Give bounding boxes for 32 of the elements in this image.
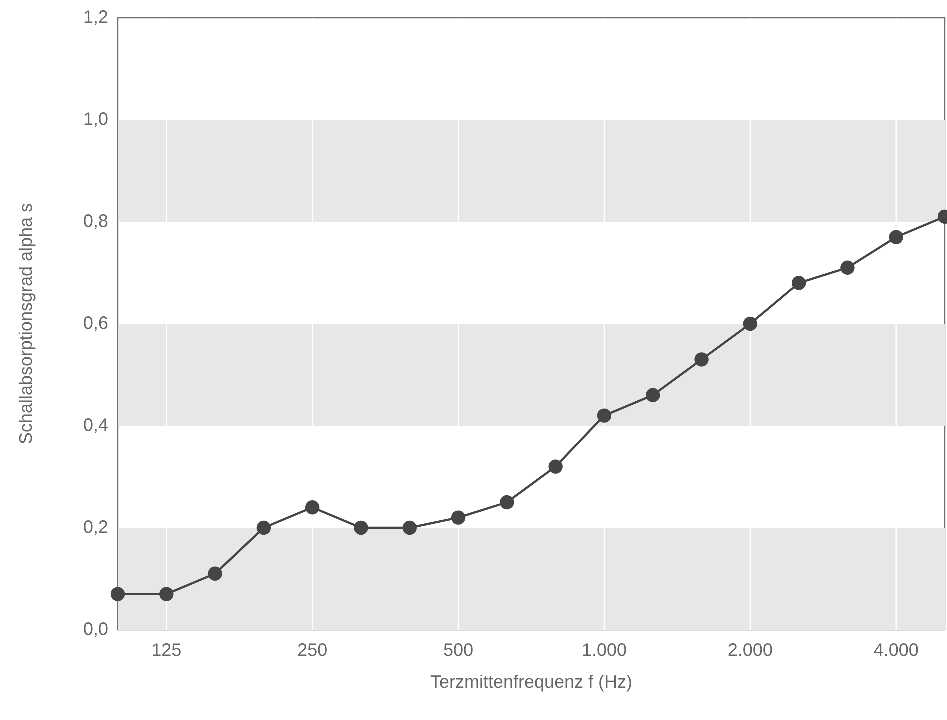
x-tick-label: 4.000 (874, 644, 918, 656)
x-tick-label: 500 (444, 644, 473, 656)
y-tick-label: 1,2 (84, 10, 108, 26)
x-tick-label: 250 (298, 644, 327, 656)
point (597, 408, 612, 423)
point (743, 316, 758, 332)
point (256, 520, 272, 536)
x-tick-label: 125 (152, 644, 181, 656)
point (889, 230, 904, 244)
y-tick-label: 0,2 (84, 520, 108, 536)
y-tick-label: 0,8 (84, 214, 108, 230)
point (451, 510, 466, 525)
y-tick-label: 0,0 (84, 622, 108, 638)
point (305, 500, 320, 515)
point (792, 276, 806, 290)
point (694, 352, 709, 367)
y-tick-label: 0,6 (84, 316, 108, 332)
point (500, 495, 514, 510)
point (548, 460, 563, 474)
y-tick-label: 1,0 (84, 112, 108, 128)
point (208, 566, 222, 581)
y-axis-title: Schallabsorptionsgrad alpha s (18, 204, 36, 444)
point (110, 587, 126, 602)
point (354, 520, 368, 536)
x-tick-label: 2.000 (728, 644, 772, 656)
x-tick-label: 1.000 (583, 644, 626, 656)
point (646, 388, 660, 402)
point (402, 520, 417, 536)
point (160, 587, 174, 602)
x-axis-title: Terzmittenfrequenz f (Hz) (430, 674, 632, 692)
point (840, 260, 855, 275)
y-tick-label: 0,4 (84, 418, 108, 434)
